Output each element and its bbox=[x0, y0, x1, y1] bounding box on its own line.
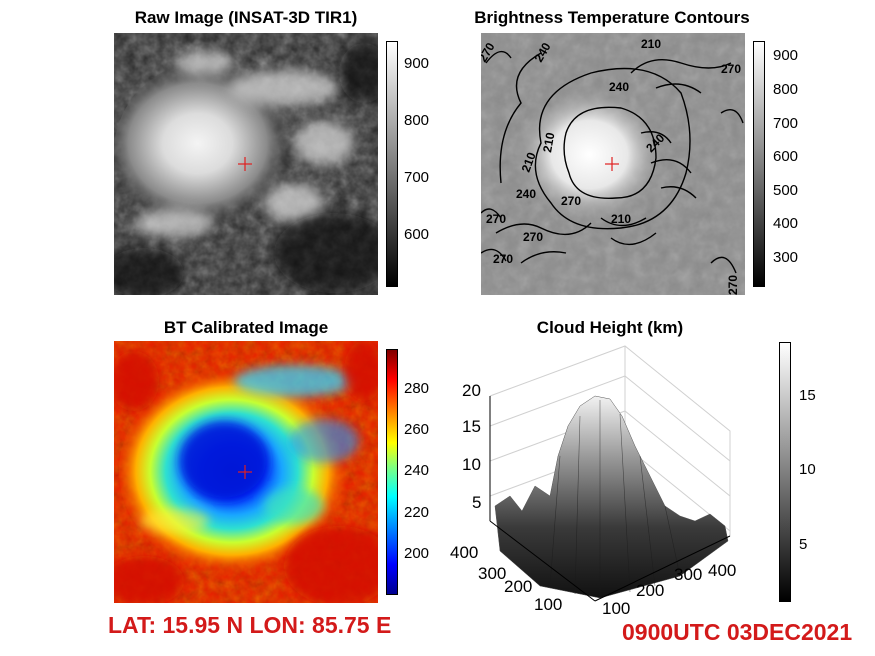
raw-cbar-tick: 600 bbox=[404, 226, 429, 243]
contour-label: 270 bbox=[726, 275, 740, 295]
x-tick: 200 bbox=[636, 581, 664, 600]
raw-cbar-tick: 800 bbox=[404, 112, 429, 129]
contour-label: 210 bbox=[641, 37, 661, 51]
timestamp-label: 0900UTC 03DEC2021 bbox=[622, 619, 852, 646]
contour-label: 270 bbox=[523, 230, 543, 244]
contour-cbar-tick: 300 bbox=[773, 249, 798, 266]
cloud-height-surface: 20 15 10 5 400 300 200 100 100 200 300 4… bbox=[440, 336, 770, 616]
bt-colorbar bbox=[386, 349, 398, 595]
height-colorbar bbox=[779, 342, 791, 602]
raw-cbar-tick: 700 bbox=[404, 169, 429, 186]
raw-colorbar bbox=[386, 41, 398, 287]
z-tick: 5 bbox=[472, 493, 481, 512]
contour-cbar-tick: 600 bbox=[773, 148, 798, 165]
bt-cbar-tick: 280 bbox=[404, 380, 429, 397]
x-tick: 100 bbox=[602, 599, 630, 616]
height-cbar-tick: 5 bbox=[799, 536, 807, 553]
height-cbar-tick: 10 bbox=[799, 461, 816, 478]
raw-cbar-tick: 900 bbox=[404, 55, 429, 72]
contours-title: Brightness Temperature Contours bbox=[440, 8, 784, 28]
contour-colorbar bbox=[753, 41, 765, 287]
z-tick: 15 bbox=[462, 417, 481, 436]
x-tick: 300 bbox=[674, 565, 702, 584]
contour-label: 270 bbox=[561, 194, 581, 208]
bt-cbar-tick: 200 bbox=[404, 545, 429, 562]
contour-cbar-tick: 800 bbox=[773, 81, 798, 98]
bt-calibrated-image bbox=[114, 341, 378, 603]
x-tick: 400 bbox=[708, 561, 736, 580]
contour-cbar-tick: 700 bbox=[773, 115, 798, 132]
contour-cbar-tick: 900 bbox=[773, 47, 798, 64]
z-tick: 10 bbox=[462, 455, 481, 474]
contour-label: 210 bbox=[611, 212, 631, 226]
z-tick: 20 bbox=[462, 381, 481, 400]
contour-label: 240 bbox=[516, 187, 536, 201]
bt-calibrated-title: BT Calibrated Image bbox=[112, 318, 380, 338]
raw-satellite-image bbox=[114, 33, 378, 295]
bt-cbar-tick: 240 bbox=[404, 462, 429, 479]
y-tick: 200 bbox=[504, 577, 532, 596]
y-tick: 400 bbox=[450, 543, 478, 562]
contour-label: 270 bbox=[493, 252, 513, 266]
contour-cbar-tick: 500 bbox=[773, 182, 798, 199]
y-tick: 300 bbox=[478, 564, 506, 583]
lat-lon-label: LAT: 15.95 N LON: 85.75 E bbox=[108, 612, 391, 639]
contour-label: 240 bbox=[609, 80, 629, 94]
contour-label: 270 bbox=[721, 62, 741, 76]
contour-image: 270 240 210 240 270 210 210 240 270 270 … bbox=[481, 33, 745, 295]
height-cbar-tick: 15 bbox=[799, 387, 816, 404]
contour-cbar-tick: 400 bbox=[773, 215, 798, 232]
y-tick: 100 bbox=[534, 595, 562, 614]
raw-image-title: Raw Image (INSAT-3D TIR1) bbox=[112, 8, 380, 28]
contour-label: 270 bbox=[486, 212, 506, 226]
bt-cbar-tick: 220 bbox=[404, 504, 429, 521]
bt-cbar-tick: 260 bbox=[404, 421, 429, 438]
cloud-height-title: Cloud Height (km) bbox=[490, 318, 730, 338]
